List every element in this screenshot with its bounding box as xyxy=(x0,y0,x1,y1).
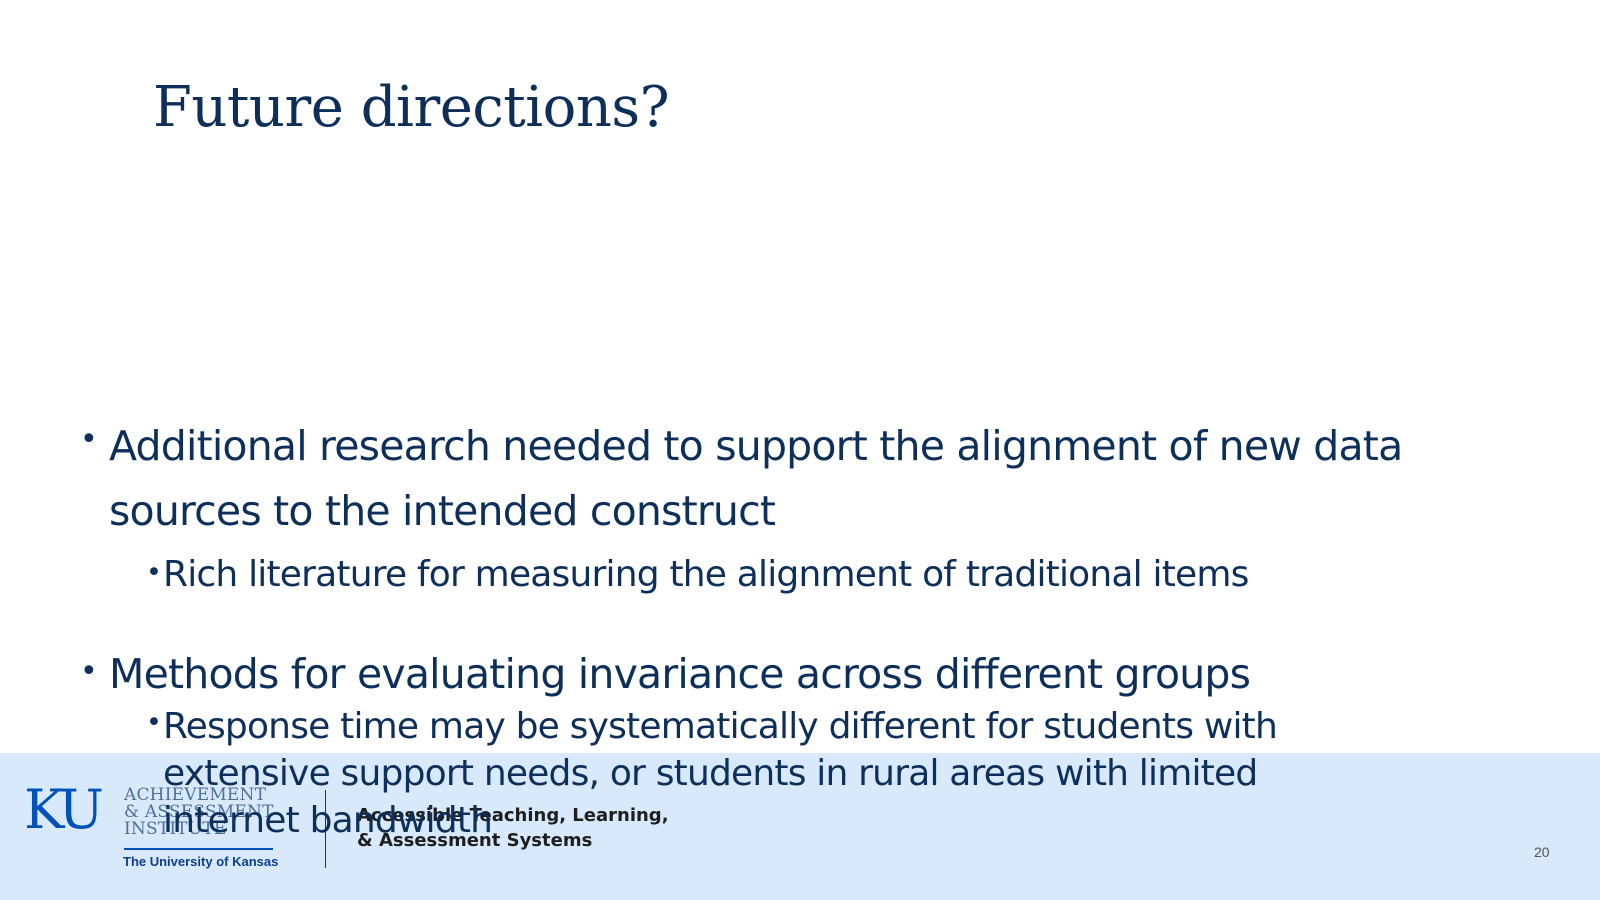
atlas-line: Accessible Teaching, Learning, xyxy=(357,805,669,826)
sub-bullet-text: Rich literature for measuring the alignm… xyxy=(163,554,1249,595)
institute-line: & ASSESSMENT xyxy=(124,802,274,822)
logo-rule xyxy=(124,848,273,850)
institute-line: INSTITUTE xyxy=(124,819,227,839)
bullet-dot-icon: • xyxy=(146,707,162,738)
bullet-dot-icon: • xyxy=(80,654,98,689)
atlas-name: Accessible Teaching, Learning, & Assessm… xyxy=(357,803,669,853)
bullet-dot-icon: • xyxy=(80,422,98,457)
bullet-dot-icon: • xyxy=(146,557,162,588)
bullet-text: Additional research needed to support th… xyxy=(109,422,1403,535)
logo-divider xyxy=(325,790,326,868)
footer-band xyxy=(0,753,1600,900)
page-number: 20 xyxy=(1534,844,1550,860)
atlas-line: & Assessment Systems xyxy=(357,830,593,851)
institute-line: ACHIEVEMENT xyxy=(124,785,267,805)
bullet-text: Methods for evaluating invariance across… xyxy=(109,650,1251,698)
sub-bullet-text: Response time may be systematically diff… xyxy=(163,706,1278,841)
institute-name: ACHIEVEMENT & ASSESSMENT INSTITUTE xyxy=(124,787,274,838)
ku-logo: KU xyxy=(24,778,104,841)
university-name: The University of Kansas xyxy=(123,854,279,869)
slide-title: Future directions? xyxy=(153,75,670,140)
